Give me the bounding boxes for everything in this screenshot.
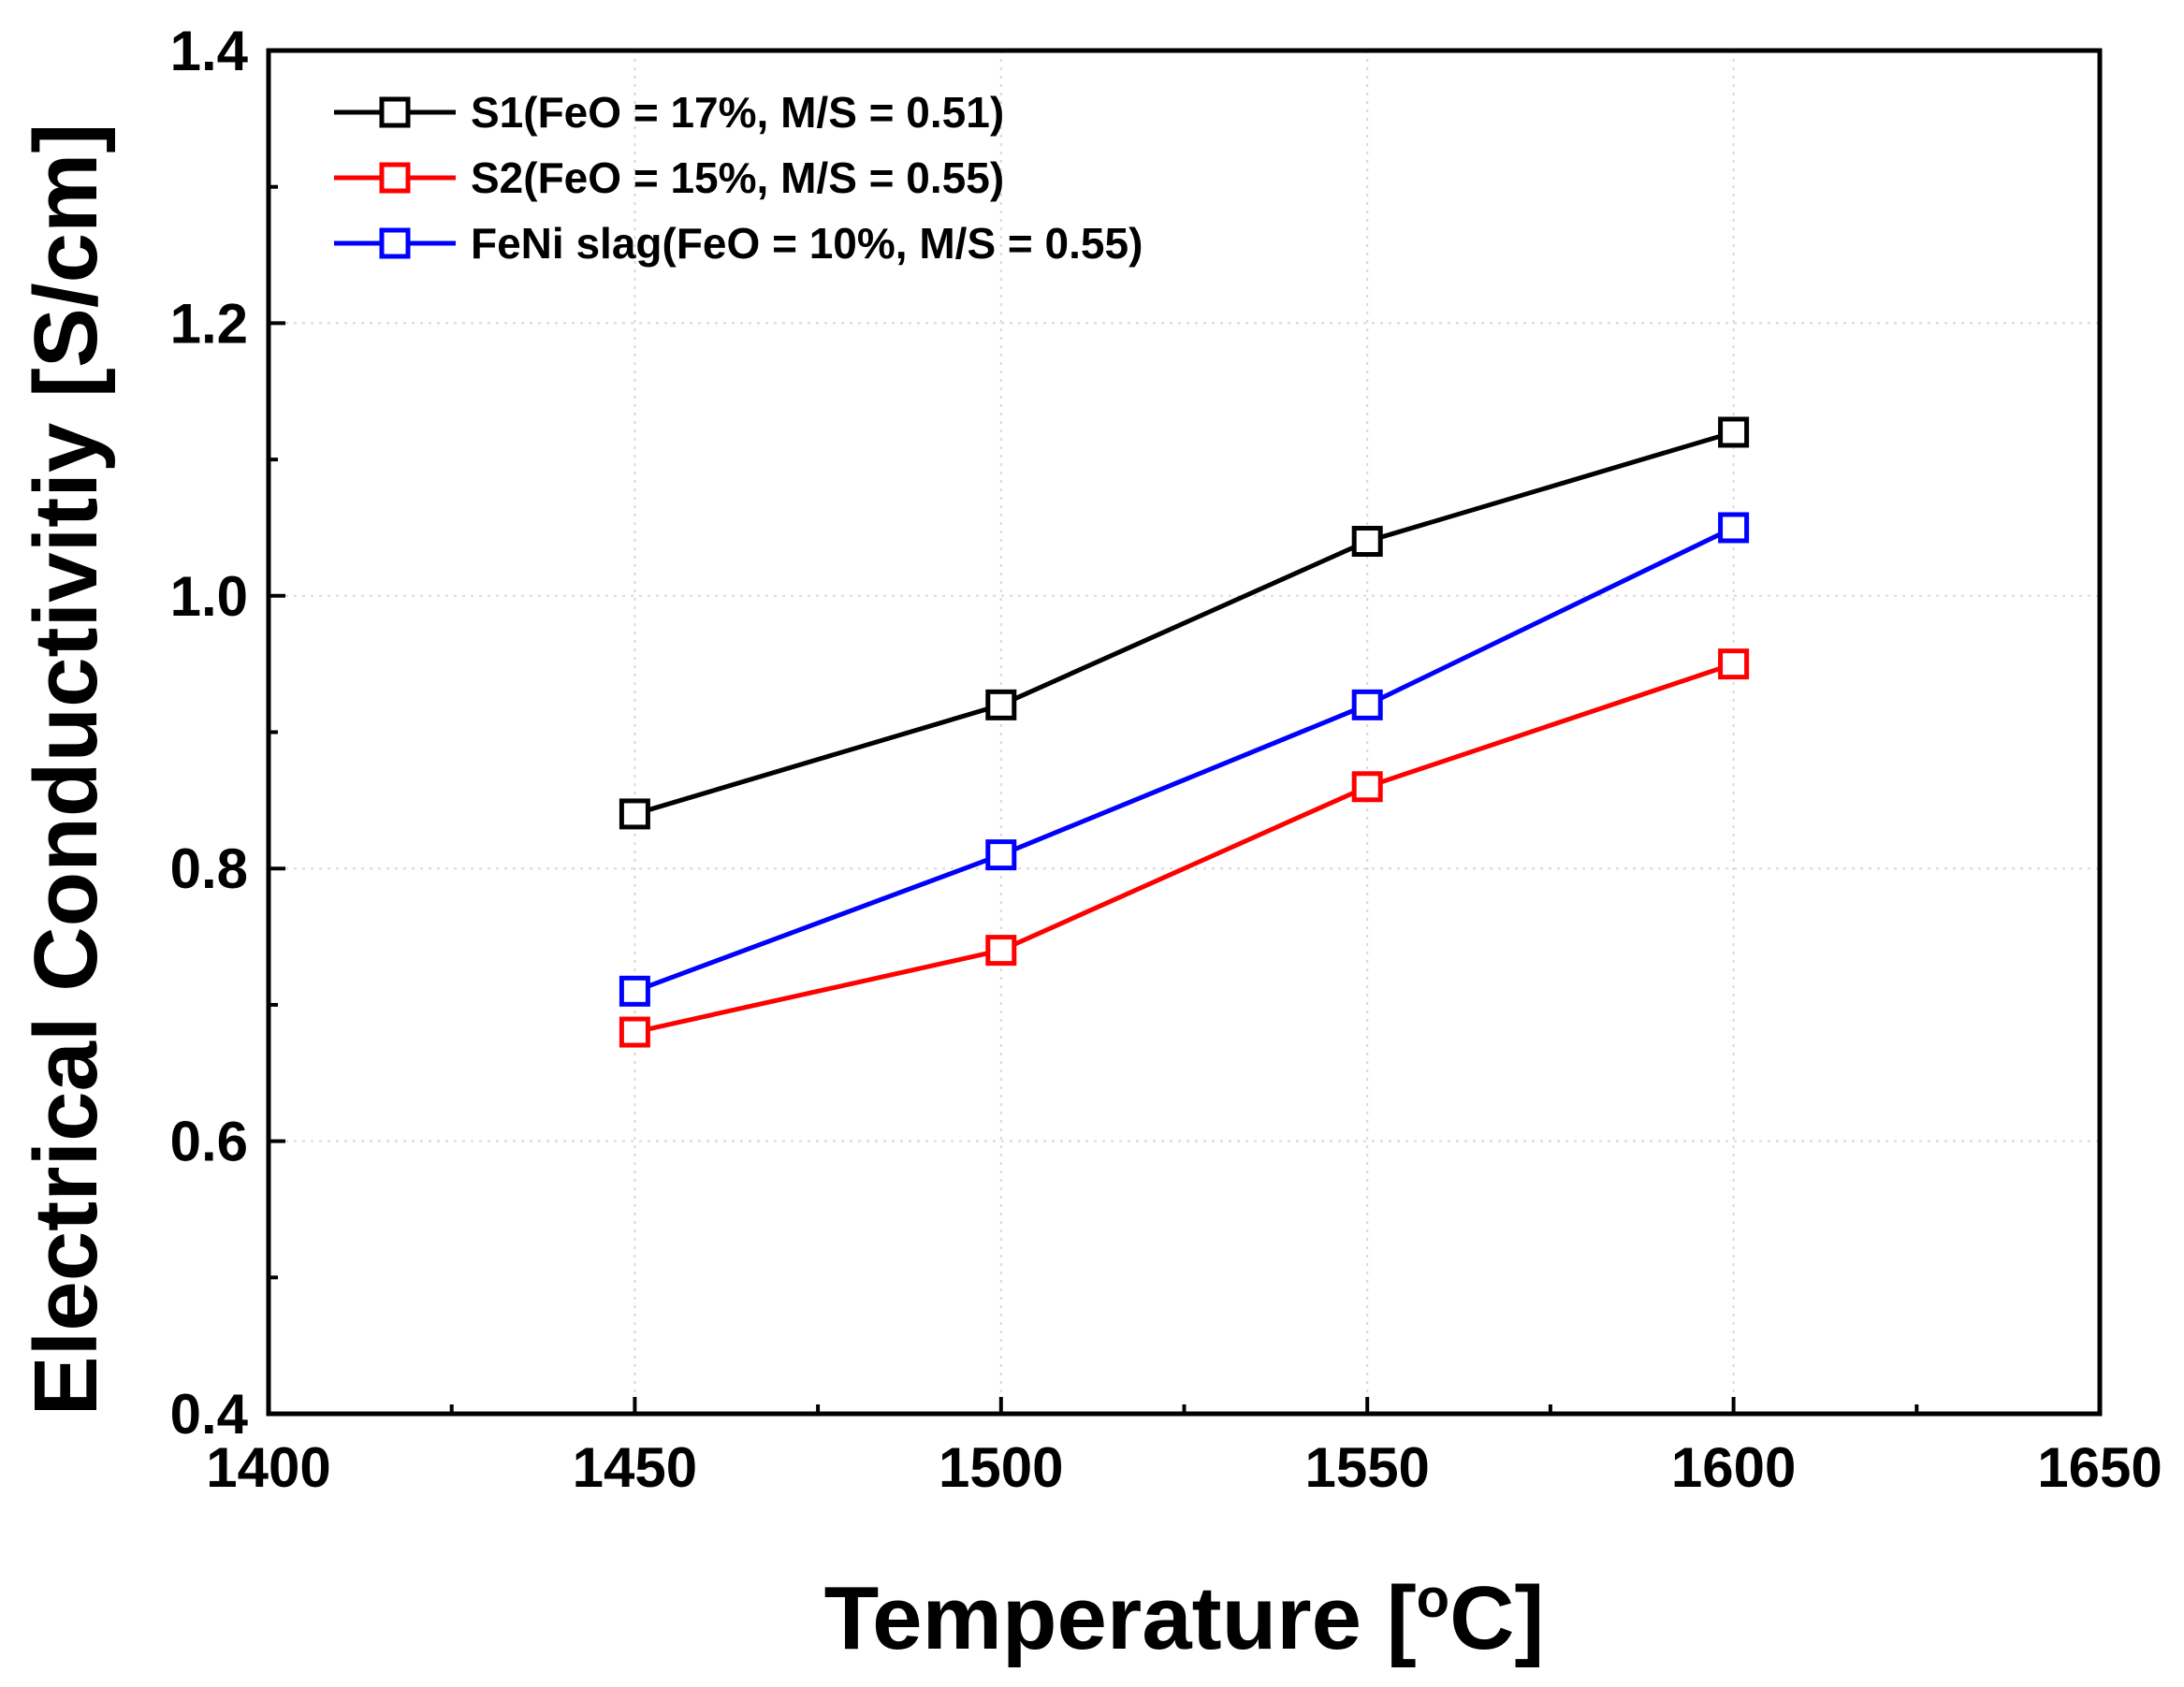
degree-symbol: o: [1417, 1568, 1449, 1629]
data-point: [1718, 416, 1750, 448]
data-point: [619, 975, 650, 1007]
series-group: [619, 416, 1750, 1048]
axis-tick-labels: 1400 1450 1500 1550 1600 1650 0.4 0.6 0.8 1.0 1.2 1…: [170, 20, 2162, 1499]
data-point: [1718, 648, 1750, 680]
x-tick-label: 1400: [206, 1436, 330, 1499]
series-3: [619, 512, 1750, 1007]
legend-item: S1(FeO = 17%, M/S = 0.51): [334, 88, 1004, 137]
data-point: [985, 689, 1017, 720]
x-tick-label: 1550: [1304, 1436, 1429, 1499]
x-axis-title-unit: C]: [1449, 1568, 1544, 1668]
y-tick-label: 1.2: [170, 292, 248, 355]
data-point: [1351, 689, 1383, 720]
series-line: [633, 429, 1735, 817]
x-tick-label: 1450: [573, 1436, 697, 1499]
data-point: [1351, 526, 1383, 558]
x-axis-title: Temperature [oC]: [824, 1568, 1545, 1668]
y-tick-label: 0.4: [170, 1383, 249, 1446]
x-tick-label: 1650: [2037, 1436, 2162, 1499]
data-point: [1351, 771, 1383, 803]
series-2: [619, 648, 1750, 1048]
legend-item: FeNi slag(FeO = 10%, M/S = 0.55): [334, 219, 1143, 268]
legend-marker: [379, 162, 411, 194]
y-tick-label: 0.6: [170, 1111, 248, 1173]
legend-label: S2(FeO = 15%, M/S = 0.55): [471, 153, 1004, 202]
legend-item: S2(FeO = 15%, M/S = 0.55): [334, 153, 1004, 202]
data-point: [619, 798, 650, 830]
data-point: [1718, 512, 1750, 544]
x-tick-label: 1600: [1671, 1436, 1796, 1499]
y-axis-title: Electrical Conductivitiy [S/cm]: [16, 124, 116, 1417]
data-point: [619, 1016, 650, 1048]
x-axis-title-text: Temperature [: [824, 1568, 1417, 1668]
y-tick-label: 1.4: [170, 20, 249, 82]
legend-marker: [379, 227, 411, 259]
grid: [269, 51, 2100, 1414]
data-point: [985, 839, 1017, 871]
legend-label: FeNi slag(FeO = 10%, M/S = 0.55): [471, 219, 1143, 268]
x-tick-label: 1500: [939, 1436, 1063, 1499]
series-1: [619, 416, 1750, 830]
legend: S1(FeO = 17%, M/S = 0.51) S2(FeO = 15%, M…: [334, 88, 1143, 268]
data-point: [985, 935, 1017, 967]
series-line: [633, 662, 1735, 1035]
legend-marker: [379, 96, 411, 128]
series-line: [633, 525, 1735, 994]
axis-ticks: [267, 49, 2102, 1416]
y-tick-label: 1.0: [170, 565, 248, 628]
y-tick-label: 0.8: [170, 837, 248, 900]
legend-label: S1(FeO = 17%, M/S = 0.51): [471, 88, 1004, 137]
